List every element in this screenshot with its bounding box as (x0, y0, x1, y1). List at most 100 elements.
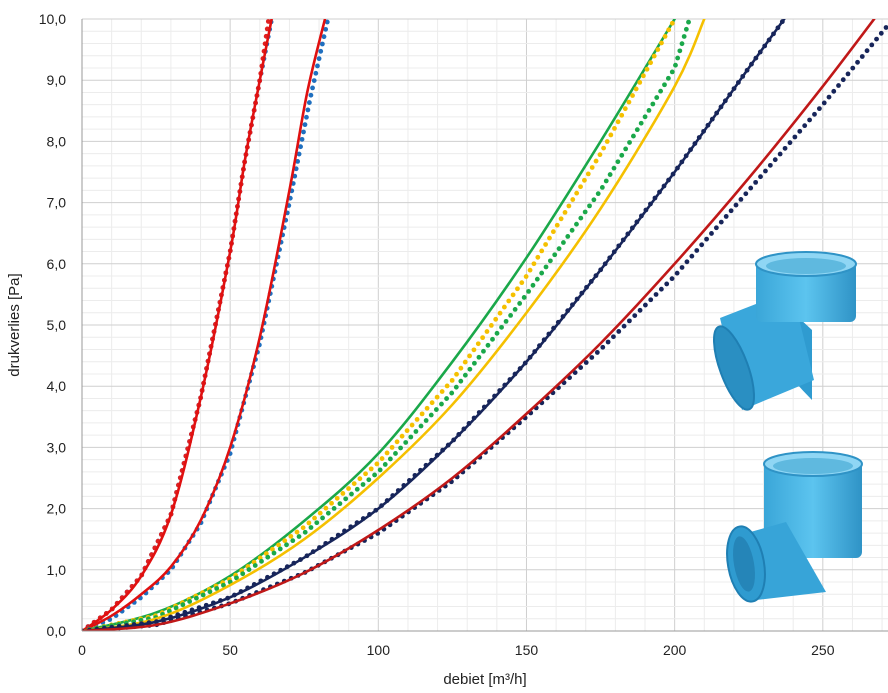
series-point (543, 264, 549, 270)
series-point (669, 69, 675, 75)
series-point (462, 372, 468, 378)
series-point (368, 466, 374, 472)
series-point (748, 185, 754, 191)
series-point (627, 140, 632, 145)
series-point (594, 350, 600, 355)
series-point (607, 172, 613, 177)
series-point (821, 100, 827, 106)
series-point (304, 114, 309, 120)
series-point (634, 127, 640, 133)
series-point (403, 440, 409, 445)
series-point (334, 495, 340, 501)
series-point (439, 401, 444, 407)
series-point (462, 359, 468, 365)
series-point (738, 197, 744, 202)
duct-bend-round-illustration (726, 451, 863, 603)
series-point (826, 94, 832, 100)
series-point (621, 323, 627, 329)
series-point (578, 365, 584, 370)
series-point (302, 529, 308, 535)
y-tick-label: 8,0 (47, 133, 67, 149)
series-point (428, 412, 434, 418)
series-point (664, 281, 670, 287)
series-point (589, 355, 595, 360)
series-point (394, 439, 400, 445)
series-point (630, 93, 635, 98)
series-point (665, 75, 671, 81)
series-point (180, 602, 186, 608)
series-point (317, 510, 323, 516)
series-point (313, 70, 319, 76)
series-point (423, 418, 429, 423)
series-point (294, 529, 300, 535)
series-point (836, 83, 841, 88)
series-point (306, 100, 312, 105)
series-point (595, 191, 601, 197)
series-point (758, 174, 763, 180)
series-point (743, 191, 749, 197)
series-point (288, 533, 294, 539)
series-point (615, 159, 621, 165)
series-point (265, 19, 271, 24)
series-point (633, 86, 639, 92)
series-point (434, 394, 440, 400)
series-point (454, 371, 459, 377)
series-point (666, 27, 672, 33)
series-point (831, 88, 837, 94)
series-point (723, 214, 729, 219)
series-point (393, 451, 398, 456)
series-point (399, 433, 405, 439)
series-point (787, 140, 793, 146)
series-point (527, 267, 533, 273)
series-point (611, 165, 617, 171)
series-8 (82, 19, 706, 631)
series-point (604, 139, 610, 144)
series-10 (82, 19, 786, 631)
series-point (512, 307, 518, 312)
series-point (569, 227, 575, 233)
series-point (340, 491, 346, 496)
series-point (320, 515, 325, 521)
series-point (572, 370, 578, 375)
series-point (515, 286, 520, 292)
series-point (485, 342, 491, 348)
y-axis-label: drukverlies [Pa] (6, 273, 23, 376)
series-point (453, 384, 459, 390)
series-point (651, 53, 657, 59)
series-point (372, 472, 378, 478)
series-point (637, 79, 643, 85)
series-point (510, 292, 516, 298)
series-point (539, 248, 545, 254)
series-point (200, 592, 206, 598)
series-6 (82, 20, 675, 631)
series-point (325, 510, 331, 516)
y-tick-label: 1,0 (47, 562, 67, 578)
series-point (683, 26, 689, 32)
y-tick-label: 10,0 (39, 11, 66, 27)
series-point (517, 301, 523, 306)
series-point (631, 133, 636, 139)
series-point (585, 171, 591, 177)
series-point (252, 563, 258, 568)
series-point (626, 99, 632, 105)
series-line (82, 19, 327, 631)
series-point (704, 236, 709, 242)
series-point (728, 208, 734, 214)
y-tick-label: 2,0 (47, 501, 67, 517)
series-point (409, 422, 415, 428)
series-point (816, 106, 822, 112)
x-axis-label: debiet [m³/h] (443, 671, 526, 688)
series-point (578, 215, 584, 221)
series-point (363, 471, 368, 477)
series-point (404, 428, 410, 434)
y-tick-label: 7,0 (47, 195, 67, 211)
series-point (284, 542, 289, 548)
series-point (484, 329, 490, 334)
series-point (812, 111, 817, 117)
series-point (444, 396, 449, 401)
series-point (472, 360, 477, 366)
series-point (550, 229, 556, 235)
series-12 (82, 19, 876, 631)
series-point (414, 417, 420, 422)
